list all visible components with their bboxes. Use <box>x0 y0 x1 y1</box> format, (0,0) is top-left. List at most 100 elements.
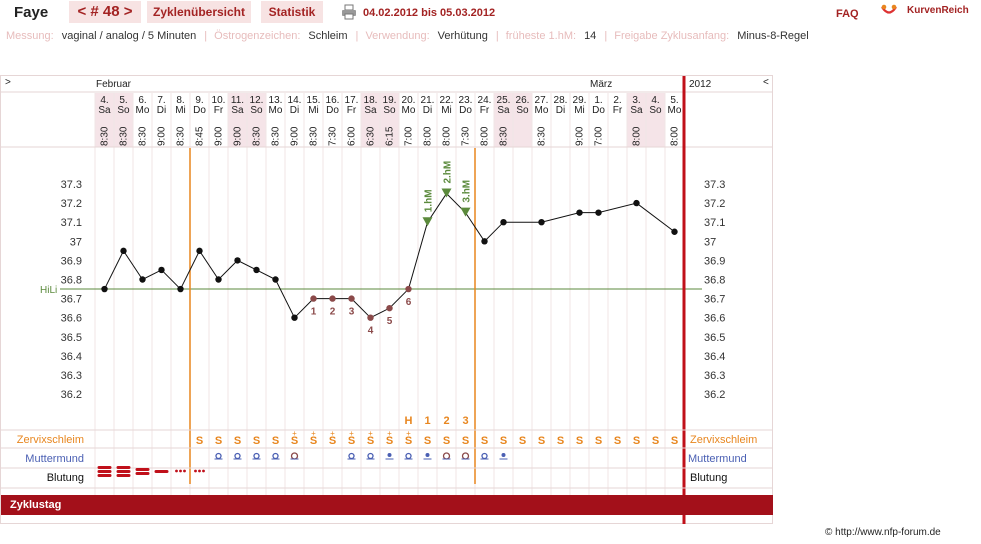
faq-link[interactable]: FAQ <box>836 8 859 20</box>
weekend-shade <box>627 93 646 147</box>
bleeding-dot <box>202 469 205 473</box>
temperature-point <box>405 285 412 293</box>
month-february: Februar <box>96 79 132 90</box>
measure-time: 8:30 <box>119 126 130 146</box>
mumu-circle <box>290 452 299 460</box>
cycle-chart <box>0 75 773 524</box>
measure-time: 8:30 <box>252 126 263 146</box>
cervix-mark: S <box>500 435 507 447</box>
measure-time: 8:30 <box>309 126 320 146</box>
cervix-mark: S <box>614 435 621 447</box>
mumu-circle <box>367 452 374 460</box>
low-count-label: 1 <box>311 307 317 318</box>
low-count-label: 3 <box>349 307 355 318</box>
day-number: 7. <box>157 95 165 106</box>
cervix-mark: S <box>405 435 412 447</box>
measure-value: vaginal / analog / 5 Minuten <box>61 30 197 42</box>
y-tick-left: 36.2 <box>61 389 82 401</box>
earliest-label: früheste 1.hM: <box>505 30 577 42</box>
day-number: 3. <box>632 95 640 106</box>
high-point-label: 3.hM <box>462 180 473 203</box>
cycle-settings: Messung: vaginal / analog / 5 Minuten | Ös… <box>6 30 809 42</box>
temperature-point <box>120 247 127 255</box>
cycle-nav-button[interactable]: < # 48 > <box>69 1 141 23</box>
bleeding-row-label-right: Blutung <box>690 472 727 484</box>
y-tick-right: 36.6 <box>704 313 725 325</box>
cycle-day-bar <box>1 495 773 515</box>
weekday-label: Mi <box>574 105 585 116</box>
day-number: 14. <box>288 95 302 106</box>
cycle-overview-button[interactable]: Zyklenübersicht <box>147 1 251 23</box>
date-range: 04.02.2012 bis 05.03.2012 <box>363 7 496 19</box>
release-label: Freigabe Zyklusanfang: <box>614 30 730 42</box>
weekday-label: Do <box>459 105 472 116</box>
temperature-point <box>158 266 165 274</box>
day-number: 26. <box>516 95 530 106</box>
y-tick-right: 37.3 <box>704 179 725 191</box>
day-number: 18. <box>364 95 378 106</box>
temperature-point <box>633 199 640 207</box>
weekday-label: So <box>649 105 662 116</box>
day-number: 4. <box>651 95 659 106</box>
bleeding-dot <box>183 469 186 473</box>
measure-time: 8:30 <box>176 126 187 146</box>
temperature-point <box>253 266 260 274</box>
day-number: 12. <box>250 95 264 106</box>
measure-time: 7:00 <box>594 126 605 146</box>
measure-time: 7:30 <box>328 126 339 146</box>
y-tick-right: 37 <box>704 236 716 248</box>
statistics-button[interactable]: Statistik <box>261 1 323 23</box>
measure-time: 8:30 <box>100 126 111 146</box>
weekday-label: Sa <box>630 105 643 116</box>
measure-label: Messung: <box>6 30 54 42</box>
weekend-shade <box>95 93 114 147</box>
bleeding-bar <box>116 466 131 469</box>
day-number: 8. <box>176 95 184 106</box>
prev-cycle-arrow[interactable]: > <box>5 77 11 88</box>
measure-time: 8:00 <box>423 126 434 146</box>
weekday-label: Di <box>423 105 432 116</box>
weekend-shade <box>646 93 665 147</box>
mumu-circle <box>234 452 241 460</box>
weekday-label: Do <box>592 105 605 116</box>
day-number: 29. <box>573 95 587 106</box>
cervix-plus: + <box>292 429 297 438</box>
weekday-label: Mo <box>668 105 682 116</box>
y-tick-left: 36.7 <box>61 294 82 306</box>
cervix-mark: S <box>652 435 659 447</box>
y-tick-right: 36.3 <box>704 370 725 382</box>
next-cycle-arrow[interactable]: < <box>763 77 769 88</box>
usage-value: Verhütung <box>437 30 488 42</box>
weekend-shade <box>114 93 133 147</box>
cervix-mark: S <box>443 435 450 447</box>
copyright[interactable]: © http://www.nfp-forum.de <box>825 527 941 538</box>
weekend-shade <box>361 93 380 147</box>
month-march: März <box>590 79 613 90</box>
estrogen-label: Östrogenzeichen: <box>214 30 301 42</box>
weekend-shade <box>247 93 266 147</box>
release-value: Minus-8-Regel <box>737 30 809 42</box>
y-tick-right: 37.2 <box>704 198 725 210</box>
mumu-circle <box>481 452 488 460</box>
day-number: 11. <box>231 95 244 106</box>
day-number: 17. <box>345 95 359 106</box>
weekday-label: Di <box>290 105 299 116</box>
measure-time: 6:00 <box>347 126 358 146</box>
high-point-marker <box>460 207 471 217</box>
cervix-plus: + <box>330 429 335 438</box>
measure-time: 8:30 <box>138 126 149 146</box>
cervix-mark: S <box>595 435 602 447</box>
temperature-point <box>500 219 507 226</box>
y-tick-left: 36.8 <box>61 275 82 287</box>
cervix-mark: S <box>291 435 298 447</box>
printer-icon[interactable] <box>341 4 357 20</box>
cervix-mark: S <box>538 435 545 447</box>
measure-time: 8:30 <box>537 126 548 146</box>
cervix-mark: S <box>633 435 640 447</box>
temperature-point <box>215 276 222 283</box>
cervix-plus: + <box>406 429 411 438</box>
logo-text[interactable]: KurvenReich <box>907 5 969 16</box>
cervix-plus: + <box>387 429 392 438</box>
high-point-marker <box>422 217 433 227</box>
cycle-day-label: Zyklustag <box>10 499 62 511</box>
